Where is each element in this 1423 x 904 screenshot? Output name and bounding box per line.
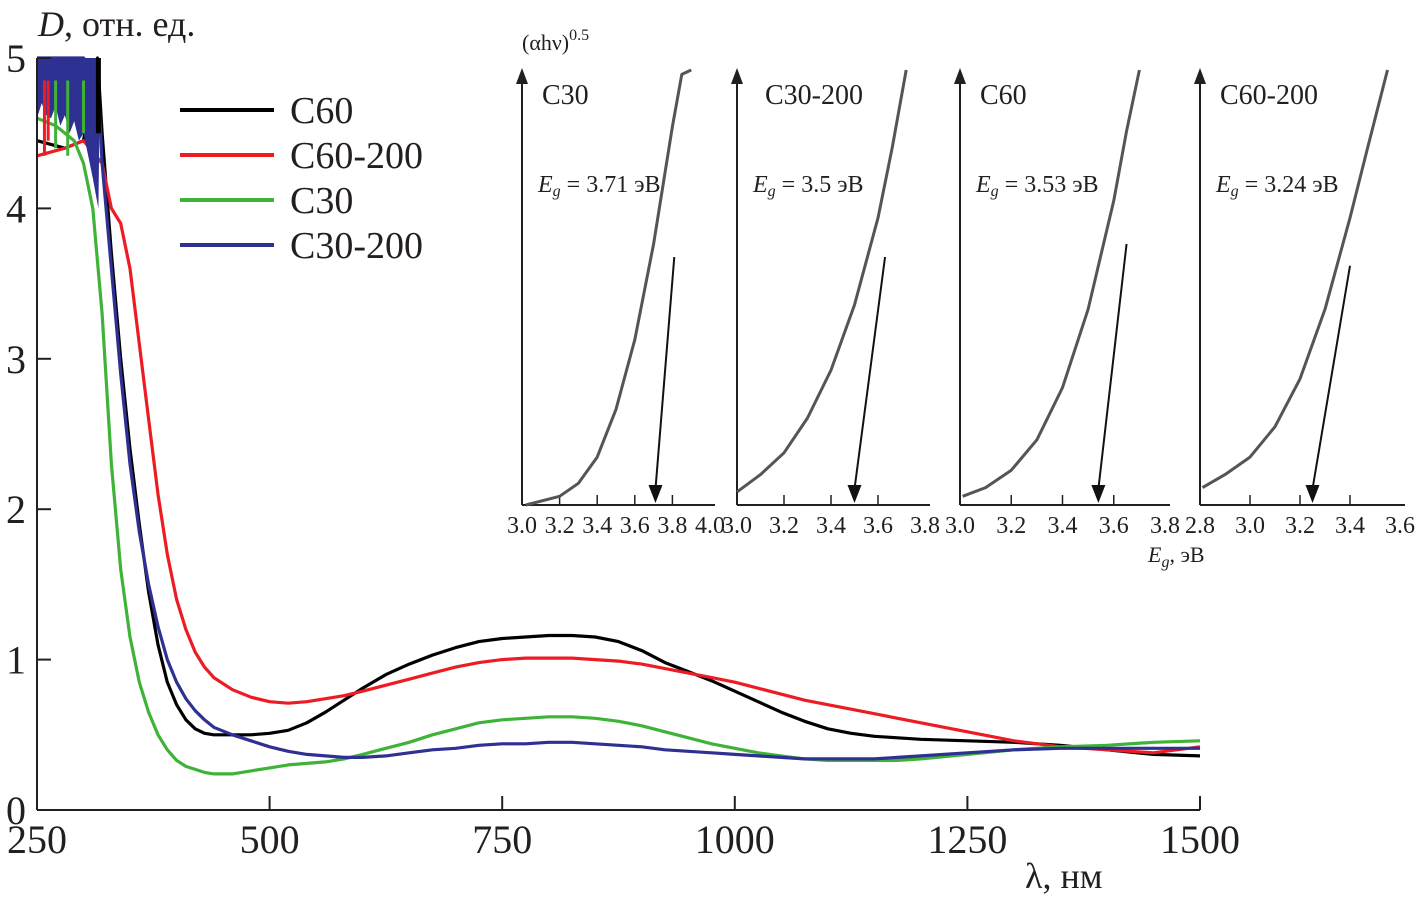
inset-tangent-line xyxy=(1311,265,1351,490)
inset-x-tick-label: 3.2 xyxy=(1285,513,1315,539)
inset-x-tick-label: 3.4 xyxy=(1048,513,1078,539)
inset-x-tick-label: 3.6 xyxy=(863,513,893,539)
inset-tangent-arrow-icon xyxy=(648,485,663,503)
inset-x-tick-label: 3.6 xyxy=(1099,513,1129,539)
y-tick-label: 3 xyxy=(6,337,26,382)
inset-title: C30 xyxy=(542,80,589,111)
inset-title: C60 xyxy=(980,80,1027,111)
legend-label-c60-200: C60-200 xyxy=(290,135,423,177)
inset-tangent-arrow-icon xyxy=(1091,485,1106,503)
inset-curve xyxy=(736,69,908,494)
inset-x-axis-symbol: E xyxy=(1147,542,1162,567)
inset-eg-annotation: Eg = 3.5 эВ xyxy=(752,172,864,200)
inset-x-tick-label: 3.4 xyxy=(1335,513,1365,539)
inset-x-tick-label: 2.8 xyxy=(1185,513,1215,539)
inset-x-tick-label: 3.4 xyxy=(816,513,846,539)
inset-curve xyxy=(525,68,692,507)
inset-panel-c60-200: 2.8 3.0 3.2 3.4 3.6 C60-200 Eg = 3.24 эВ xyxy=(1185,68,1415,539)
x-tick-label: 1000 xyxy=(695,817,775,862)
inset-title: C30-200 xyxy=(765,80,863,111)
main-y-axis-title: D, отн. ед. xyxy=(37,4,195,44)
inset-x-axis-title: Eg, эВ xyxy=(1147,542,1205,571)
x-tick-label: 250 xyxy=(7,817,67,862)
inset-x-tick-label: 3.2 xyxy=(996,513,1026,539)
inset-y-arrow-icon xyxy=(731,68,743,84)
inset-y-arrow-icon xyxy=(1194,68,1206,84)
inset-y-axis-title: (αhν)0.5 xyxy=(522,27,589,55)
legend-label-c30-200: C30-200 xyxy=(290,225,423,267)
inset-x-tick-label: 4.0 xyxy=(695,513,725,539)
x-tick-label: 1500 xyxy=(1160,817,1240,862)
inset-eg-annotation: Eg = 3.24 эВ xyxy=(1215,172,1339,200)
legend-label-c60: C60 xyxy=(290,90,353,132)
inset-x-tick-label: 3.8 xyxy=(1150,513,1180,539)
inset-x-axis-subscript: g xyxy=(1161,554,1169,571)
inset-x-tick-label: 3.0 xyxy=(1235,513,1265,539)
inset-x-tick-label: 3.4 xyxy=(582,513,612,539)
inset-curve xyxy=(962,69,1141,498)
inset-tangent-line xyxy=(853,256,887,490)
series-line-c60 xyxy=(36,56,1201,758)
inset-x-tick-label: 3.0 xyxy=(507,513,537,539)
inset-panel-c30-200: 3.0 3.2 3.4 3.6 3.8 C30-200 Eg = 3.5 эВ xyxy=(722,68,940,539)
main-y-axis-symbol: D xyxy=(37,4,64,44)
y-tick-label: 0 xyxy=(6,788,26,833)
main-series-group xyxy=(36,56,1201,776)
inset-x-tick-label: 3.8 xyxy=(657,513,687,539)
inset-x-tick-label: 3.2 xyxy=(769,513,799,539)
y-tick-label: 4 xyxy=(6,186,26,231)
inset-x-tick-label: 3.8 xyxy=(910,513,940,539)
inset-eg-annotation: Eg = 3.53 эВ xyxy=(975,172,1099,200)
inset-x-tick-label: 3.0 xyxy=(722,513,752,539)
main-y-axis-rest: , отн. ед. xyxy=(64,4,195,44)
inset-x-axis-rest: , эВ xyxy=(1169,542,1204,567)
inset-x-tick-label: 3.2 xyxy=(545,513,575,539)
inset-tangent-arrow-icon xyxy=(1305,485,1320,503)
inset-panel-c30: 3.0 3.2 3.4 3.6 3.8 4.0 C30 Eg = 3.71 эВ xyxy=(507,68,725,539)
inset-x-tick-label: 3.6 xyxy=(1385,513,1415,539)
y-tick-label: 1 xyxy=(6,638,26,683)
x-tick-label: 750 xyxy=(472,817,532,862)
inset-title: C60-200 xyxy=(1220,80,1318,111)
insets-group: (αhν)0.5 Eg, эВ 3.0 3.2 3.4 3.6 3.8 4.0 C30 Eg … xyxy=(507,27,1415,571)
x-tick-label: 500 xyxy=(240,817,300,862)
y-tick-label: 2 xyxy=(6,487,26,532)
inset-tangent-line xyxy=(654,256,676,490)
inset-tangent-arrow-icon xyxy=(847,485,862,503)
inset-y-axis-exponent: 0.5 xyxy=(569,27,589,44)
legend-label-c30: C30 xyxy=(290,180,353,222)
inset-x-tick-label: 3.6 xyxy=(620,513,650,539)
main-axes: 250 500 750 1000 1250 1500 0 1 2 3 4 5 xyxy=(6,36,1240,862)
main-x-axis-title: λ, нм xyxy=(1025,856,1103,896)
series-line-c30-200 xyxy=(37,56,1200,761)
inset-y-arrow-icon xyxy=(954,68,966,84)
inset-eg-annotation: Eg = 3.71 эВ xyxy=(537,172,661,200)
inset-y-axis-base: (αhν) xyxy=(522,30,569,55)
x-tick-label: 1250 xyxy=(927,817,1007,862)
inset-curve xyxy=(1201,69,1389,489)
inset-x-tick-label: 3.0 xyxy=(945,513,975,539)
series-line-c60-200 xyxy=(36,139,1201,755)
inset-panel-c60: 3.0 3.2 3.4 3.6 3.8 C60 Eg = 3.53 эВ xyxy=(945,68,1180,539)
inset-tangent-line xyxy=(1097,243,1128,490)
y-tick-label: 5 xyxy=(6,36,26,81)
inset-y-arrow-icon xyxy=(516,68,528,84)
